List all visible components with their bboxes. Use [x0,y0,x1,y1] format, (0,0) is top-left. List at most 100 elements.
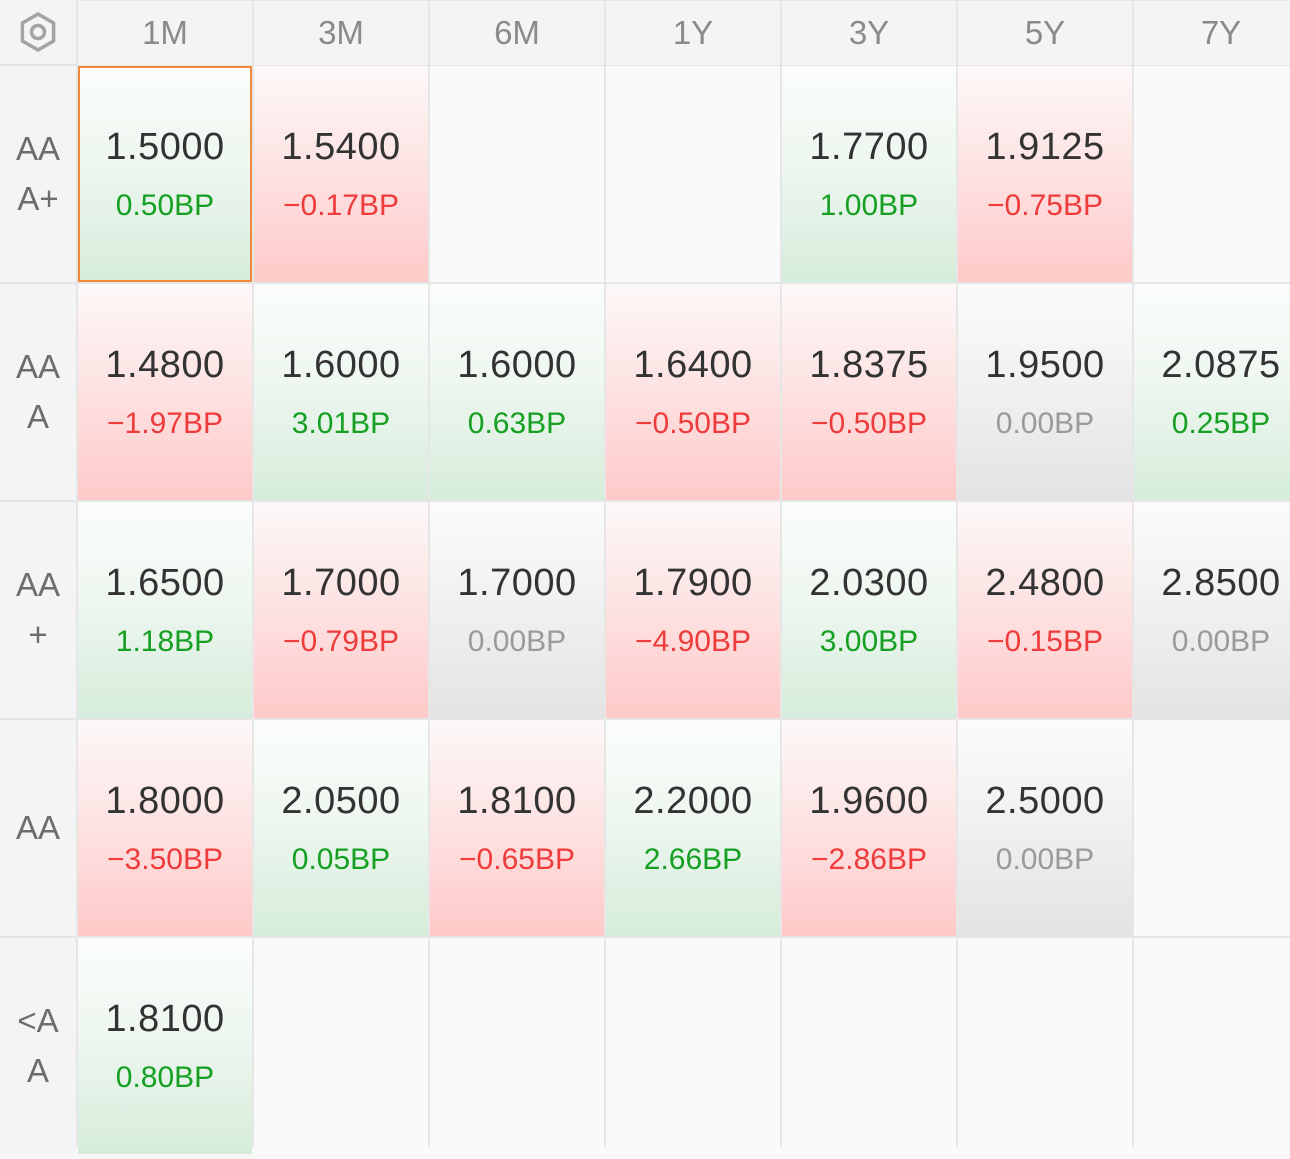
yield-value: 1.5400 [281,125,401,168]
change-value: −3.50BP [107,842,223,876]
quote-cell[interactable]: 1.6000 0.63BP [430,284,604,500]
quote-cell[interactable]: 1.8100 0.80BP [78,938,252,1154]
change-value: 0.80BP [115,1060,215,1094]
yield-value: 1.7900 [633,561,753,604]
row-label: <A A [0,938,76,1154]
quote-cell[interactable]: 1.6400 −0.50BP [606,284,780,500]
yield-value: 2.0500 [281,779,401,822]
gear-icon [20,12,56,52]
change-value: −0.65BP [459,842,575,876]
column-header[interactable]: 3Y [782,1,956,65]
row-label-line: AA [15,130,61,167]
empty-cell [958,938,1132,1154]
change-value: 2.66BP [643,842,743,876]
empty-cell [782,938,956,1154]
change-value: 0.00BP [995,842,1095,876]
yield-value: 1.9600 [809,779,929,822]
yield-value: 2.2000 [633,779,753,822]
column-header[interactable]: 1Y [606,1,780,65]
empty-cell [430,66,604,282]
column-header[interactable]: 1M [78,1,252,65]
row-label-line: AA [15,348,61,385]
row-label-line: <A [17,1002,59,1039]
change-value: −2.86BP [811,842,927,876]
change-value: −0.79BP [283,624,399,658]
quote-cell[interactable]: 1.7000 −0.79BP [254,502,428,718]
yield-value: 1.6000 [457,343,577,386]
column-header[interactable]: 6M [430,1,604,65]
quote-cell[interactable]: 1.9125 −0.75BP [958,66,1132,282]
change-value: 1.00BP [819,188,919,222]
change-value: −0.15BP [987,624,1103,658]
row-label: AA A [0,284,76,500]
quote-cell[interactable]: 1.7700 1.00BP [782,66,956,282]
yield-value: 1.5000 [105,125,225,168]
column-header[interactable]: 3M [254,1,428,65]
change-value: −0.75BP [987,188,1103,222]
change-value: −1.97BP [107,406,223,440]
quote-cell[interactable]: 2.0500 0.05BP [254,720,428,936]
quote-cell[interactable]: 1.8100 −0.65BP [430,720,604,936]
change-value: −0.50BP [635,406,751,440]
change-value: 0.25BP [1171,406,1271,440]
quote-cell[interactable]: 2.2000 2.66BP [606,720,780,936]
change-value: 3.01BP [291,406,391,440]
yield-value: 2.8500 [1161,561,1281,604]
row-label-line: AA [15,566,61,603]
yield-value: 1.8000 [105,779,225,822]
quote-cell[interactable]: 1.7900 −4.90BP [606,502,780,718]
row-label-line: A+ [17,180,59,217]
column-header[interactable]: 7Y [1134,1,1290,65]
quote-cell[interactable]: 1.5400 −0.17BP [254,66,428,282]
change-value: 3.00BP [819,624,919,658]
yield-value: 2.0300 [809,561,929,604]
yield-value: 2.0875 [1161,343,1281,386]
quote-cell[interactable]: 1.6000 3.01BP [254,284,428,500]
quote-cell[interactable]: 1.9600 −2.86BP [782,720,956,936]
quote-cell[interactable]: 1.4800 −1.97BP [78,284,252,500]
row-label-line: A [26,1052,49,1089]
row-label-line: A [26,398,49,435]
empty-cell [254,938,428,1154]
empty-cell [606,66,780,282]
quote-cell[interactable]: 2.8500 0.00BP [1134,502,1290,718]
quote-cell[interactable]: 1.8000 −3.50BP [78,720,252,936]
yield-value: 1.9500 [985,343,1105,386]
empty-cell [1134,938,1290,1154]
column-header[interactable]: 5Y [958,1,1132,65]
yield-value: 1.8100 [457,779,577,822]
empty-cell [430,938,604,1154]
quote-cell[interactable]: 2.5000 0.00BP [958,720,1132,936]
yield-value: 1.6000 [281,343,401,386]
yield-value: 1.7000 [281,561,401,604]
quote-cell[interactable]: 1.5000 0.50BP [78,66,252,282]
change-value: 1.18BP [115,624,215,658]
quote-cell[interactable]: 2.0300 3.00BP [782,502,956,718]
quote-cell[interactable]: 1.6500 1.18BP [78,502,252,718]
change-value: 0.50BP [115,188,215,222]
empty-cell [606,938,780,1154]
yield-value: 1.7700 [809,125,929,168]
row-label-line: AA [15,809,61,846]
yield-value: 1.9125 [985,125,1105,168]
settings-button[interactable] [0,0,76,64]
quote-cell[interactable]: 1.7000 0.00BP [430,502,604,718]
row-label-line: + [28,616,48,653]
quote-cell[interactable]: 1.8375 −0.50BP [782,284,956,500]
quote-cell[interactable]: 2.0875 0.25BP [1134,284,1290,500]
row-label: AA [0,720,76,936]
yield-value: 1.6400 [633,343,753,386]
quote-cell[interactable]: 2.4800 −0.15BP [958,502,1132,718]
yield-value: 1.6500 [105,561,225,604]
yield-value: 1.7000 [457,561,577,604]
quote-cell[interactable]: 1.9500 0.00BP [958,284,1132,500]
yield-value: 1.8100 [105,997,225,1040]
empty-cell [1134,66,1290,282]
yield-value: 2.4800 [985,561,1105,604]
change-value: 0.00BP [995,406,1095,440]
change-value: 0.63BP [467,406,567,440]
change-value: −0.50BP [811,406,927,440]
yield-value: 1.4800 [105,343,225,386]
yield-value: 1.8375 [809,343,929,386]
